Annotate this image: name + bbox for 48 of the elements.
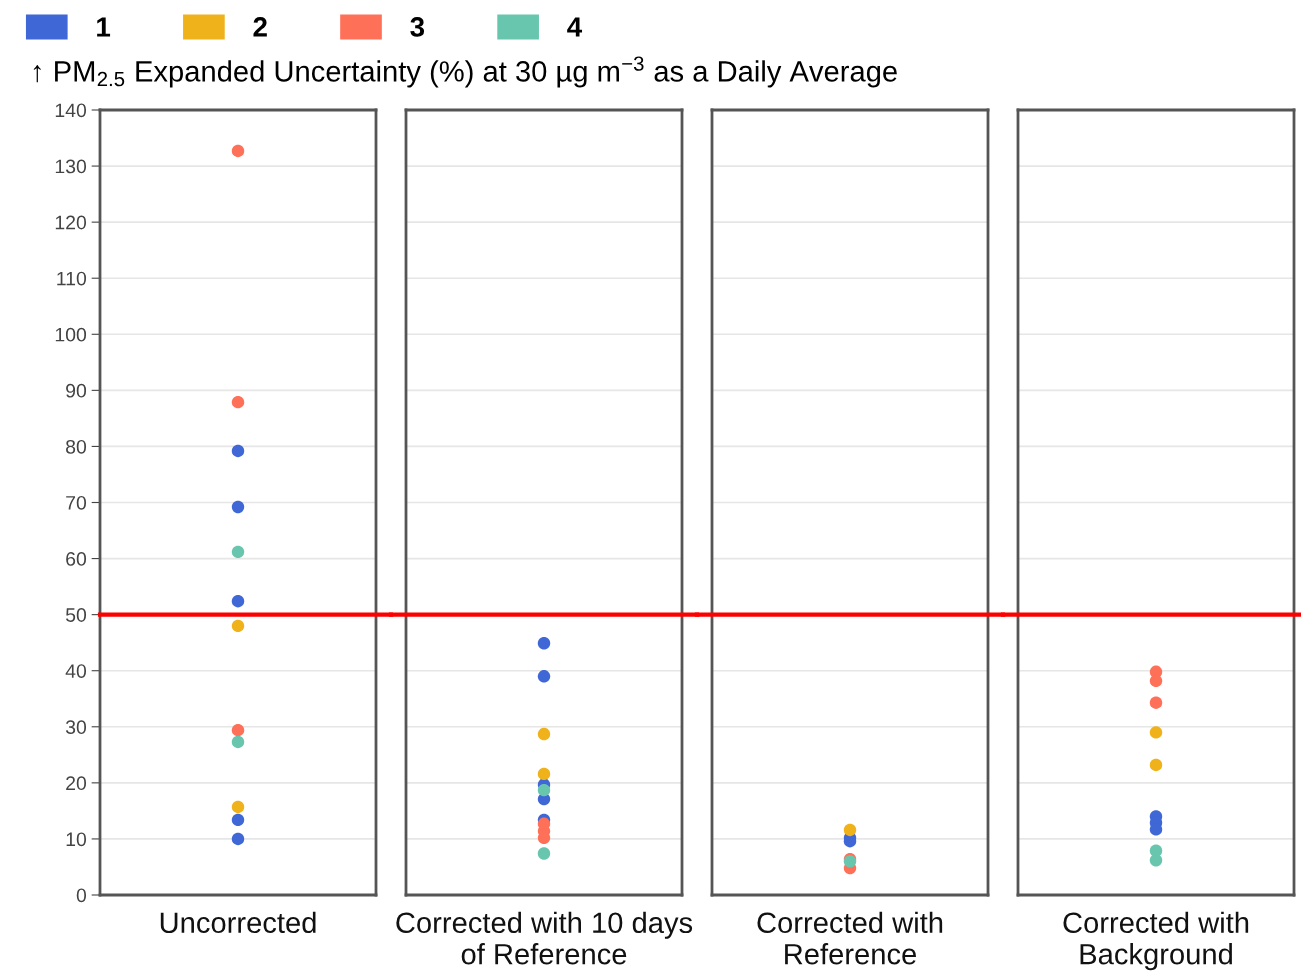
x-tick-label: Corrected with 10 days of Reference [396, 911, 693, 965]
point [1149, 758, 1163, 772]
y-tick-label: 120 [55, 215, 87, 230]
point [537, 727, 551, 741]
y-tick-label: 40 [65, 664, 87, 678]
point [537, 637, 551, 650]
point [537, 783, 551, 797]
point [231, 500, 245, 514]
y-tick-label: 60 [66, 552, 87, 566]
point [231, 594, 245, 608]
point [231, 735, 245, 749]
y-tick-label: 90 [66, 383, 87, 398]
point [231, 800, 245, 814]
x-tick-label: Corrected with Background [1063, 911, 1249, 971]
legend-label: 4 [567, 17, 583, 37]
point [231, 144, 245, 158]
point [1149, 674, 1163, 688]
point [231, 832, 245, 846]
point [537, 670, 551, 683]
text: ↑ PM$_{2.5}$ Expanded Uncertainty (%) at 30 µg m$^{−3}$ as a Daily Average [33, 56, 897, 88]
point [231, 619, 245, 633]
point [231, 395, 245, 409]
point [537, 767, 551, 781]
point [231, 723, 245, 737]
point [537, 847, 551, 860]
y-tick-label: 110 [57, 271, 87, 286]
point [1149, 726, 1163, 739]
y-tick-label: 140 [55, 103, 87, 118]
point [1149, 696, 1163, 709]
y-tick-label: 80 [66, 439, 87, 454]
point [843, 823, 857, 837]
y-tick-label: 10 [66, 832, 87, 847]
legend-label: 2 [253, 17, 267, 37]
y-tick-label: 100 [55, 327, 87, 342]
y-tick-label: 0 [76, 888, 87, 903]
legend-label: 3 [410, 17, 425, 37]
point [231, 444, 245, 458]
y-tick-label: 20 [66, 776, 87, 791]
y-tick-label: 70 [66, 495, 87, 510]
point [231, 545, 245, 559]
y-tick-label: 50 [65, 608, 87, 622]
legend-label: 1 [97, 17, 111, 37]
point [231, 813, 245, 827]
x-tick-label: Uncorrected [160, 911, 316, 934]
y-tick-label: 130 [55, 159, 87, 174]
y-tick-label: 30 [65, 720, 87, 735]
x-tick-label: Corrected with Reference [757, 911, 943, 965]
point [1149, 854, 1163, 867]
